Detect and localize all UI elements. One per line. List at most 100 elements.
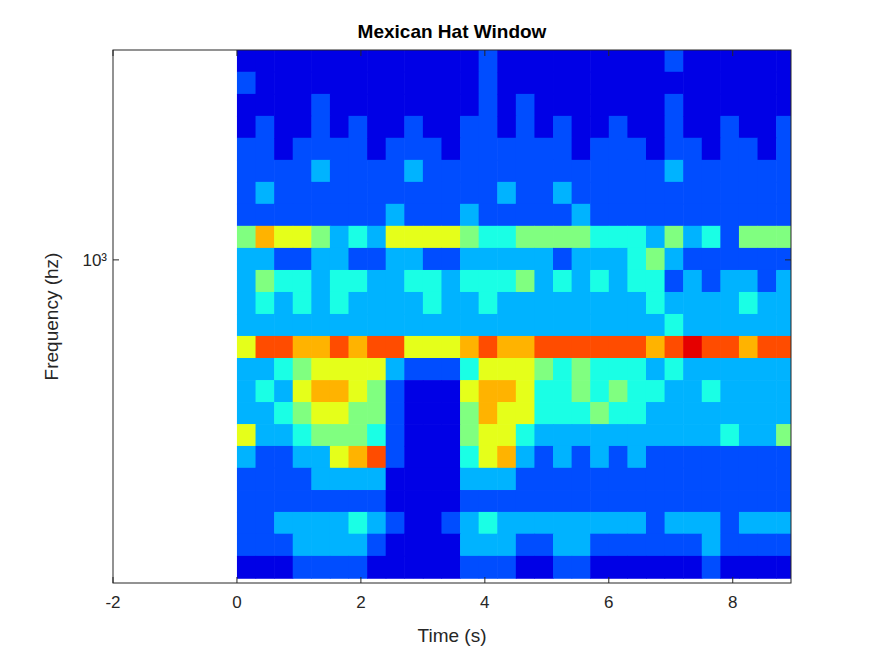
heatmap-cell bbox=[274, 424, 293, 446]
heatmap-cell bbox=[776, 292, 791, 315]
heatmap-cell bbox=[367, 402, 386, 425]
heatmap-cell bbox=[683, 248, 702, 271]
heatmap-cell bbox=[758, 72, 777, 95]
heatmap-cell bbox=[330, 248, 349, 271]
heatmap-cell bbox=[404, 270, 423, 293]
heatmap-cell bbox=[497, 292, 516, 315]
heatmap-cell bbox=[702, 358, 721, 381]
heatmap-cell bbox=[367, 380, 386, 403]
heatmap-cell bbox=[516, 402, 535, 425]
y-tick-label: 10³ bbox=[82, 251, 107, 270]
heatmap-cell bbox=[609, 556, 628, 579]
heatmap-cell bbox=[423, 182, 442, 205]
heatmap-cell bbox=[758, 314, 777, 337]
heatmap-cell bbox=[404, 468, 423, 491]
heatmap-cell bbox=[404, 314, 423, 337]
heatmap-cell bbox=[367, 116, 386, 139]
heatmap-cells bbox=[237, 50, 791, 579]
heatmap-cell bbox=[367, 226, 386, 249]
heatmap-cell bbox=[683, 446, 702, 468]
heatmap-cell bbox=[441, 358, 460, 381]
heatmap-cell bbox=[349, 138, 368, 161]
heatmap-cell bbox=[646, 336, 665, 359]
heatmap-cell bbox=[553, 116, 572, 139]
heatmap-cell bbox=[349, 490, 368, 512]
heatmap-cell bbox=[349, 468, 368, 491]
heatmap-cell bbox=[739, 226, 758, 249]
heatmap-cell bbox=[665, 270, 684, 293]
heatmap-cell bbox=[646, 358, 665, 381]
heatmap-cell bbox=[330, 204, 349, 227]
heatmap-cell bbox=[665, 160, 684, 183]
heatmap-cell bbox=[590, 490, 609, 512]
heatmap-cell bbox=[516, 116, 535, 139]
plot-frame bbox=[113, 50, 791, 583]
heatmap-cell bbox=[497, 160, 516, 183]
heatmap-cell bbox=[534, 468, 553, 491]
heatmap-cell bbox=[423, 94, 442, 117]
heatmap-cell bbox=[534, 314, 553, 337]
heatmap-cell bbox=[460, 314, 479, 337]
heatmap-cell bbox=[423, 292, 442, 315]
heatmap-cell bbox=[423, 204, 442, 227]
heatmap-cell bbox=[274, 380, 293, 403]
heatmap-cell bbox=[646, 94, 665, 117]
heatmap-cell bbox=[441, 336, 460, 359]
heatmap-cell bbox=[683, 336, 702, 359]
heatmap-cell bbox=[349, 402, 368, 425]
heatmap-cell bbox=[665, 94, 684, 117]
heatmap-cell bbox=[720, 336, 739, 359]
heatmap-cell bbox=[665, 292, 684, 315]
heatmap-cell bbox=[516, 182, 535, 205]
heatmap-cell bbox=[758, 204, 777, 227]
heatmap-cell bbox=[702, 160, 721, 183]
heatmap-cell bbox=[702, 116, 721, 139]
heatmap-cell bbox=[330, 490, 349, 512]
heatmap-cell bbox=[534, 270, 553, 293]
heatmap-cell bbox=[739, 402, 758, 425]
heatmap-cell bbox=[404, 94, 423, 117]
heatmap-cell bbox=[460, 534, 479, 557]
heatmap-cell bbox=[683, 182, 702, 205]
heatmap-cell bbox=[739, 248, 758, 271]
heatmap-cell bbox=[590, 534, 609, 557]
heatmap-cell bbox=[572, 116, 591, 139]
heatmap-cell bbox=[627, 248, 646, 271]
heatmap-cell bbox=[404, 358, 423, 381]
heatmap-cell bbox=[441, 512, 460, 534]
heatmap-cell bbox=[497, 138, 516, 161]
heatmap-cell bbox=[479, 314, 498, 337]
heatmap-cell bbox=[609, 204, 628, 227]
heatmap-cell bbox=[609, 314, 628, 337]
heatmap-cell bbox=[702, 556, 721, 579]
heatmap-cell bbox=[349, 50, 368, 72]
heatmap-cell bbox=[534, 72, 553, 95]
heatmap-cell bbox=[739, 512, 758, 534]
heatmap-cell bbox=[702, 424, 721, 446]
heatmap-cell bbox=[404, 204, 423, 227]
chart-svg: -20246810³Mexican Hat WindowTime (s)Freq… bbox=[0, 0, 875, 656]
heatmap-cell bbox=[776, 358, 791, 381]
heatmap-cell bbox=[683, 94, 702, 117]
heatmap-cell bbox=[739, 446, 758, 468]
heatmap-cell bbox=[237, 182, 256, 205]
heatmap-cell bbox=[609, 512, 628, 534]
heatmap-cell bbox=[534, 336, 553, 359]
heatmap-cell bbox=[274, 94, 293, 117]
heatmap-cell bbox=[330, 138, 349, 161]
heatmap-cell bbox=[534, 556, 553, 579]
heatmap-cell bbox=[758, 336, 777, 359]
heatmap-cell bbox=[720, 380, 739, 403]
heatmap-cell bbox=[758, 512, 777, 534]
heatmap-cell bbox=[758, 424, 777, 446]
heatmap-cell bbox=[441, 424, 460, 446]
heatmap-cell bbox=[479, 204, 498, 227]
heatmap-cell bbox=[256, 138, 275, 161]
heatmap-cell bbox=[274, 138, 293, 161]
heatmap-cell bbox=[683, 380, 702, 403]
heatmap-cell bbox=[237, 424, 256, 446]
heatmap-cell bbox=[311, 138, 330, 161]
heatmap-cell bbox=[256, 270, 275, 293]
heatmap-cell bbox=[237, 336, 256, 359]
heatmap-cell bbox=[534, 292, 553, 315]
